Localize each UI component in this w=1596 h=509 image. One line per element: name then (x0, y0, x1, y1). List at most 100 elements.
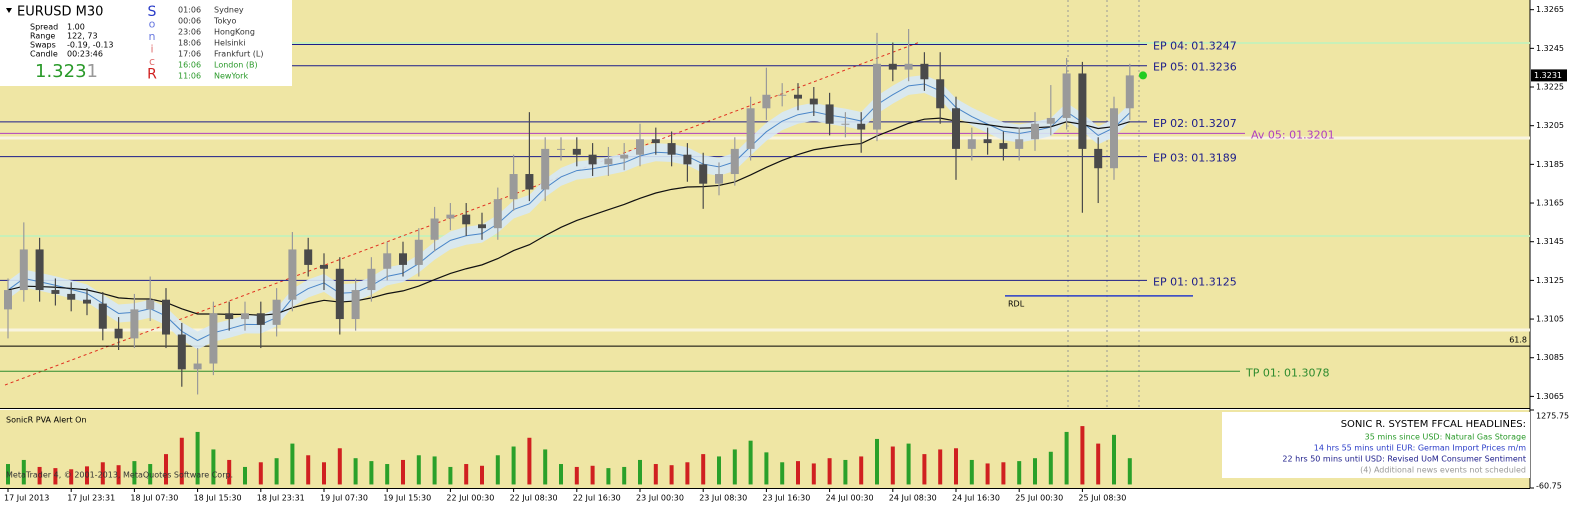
candle-body (794, 94, 802, 99)
last-price-dot (1139, 71, 1147, 80)
session-city: Tokyo (213, 17, 237, 26)
candle-body (1110, 108, 1118, 169)
volume-bar (432, 456, 437, 485)
volume-bar (53, 468, 58, 485)
price-axis (1530, 0, 1596, 509)
collapse-icon[interactable] (6, 8, 12, 13)
candle-body (1046, 117, 1055, 124)
candle-body (462, 214, 471, 225)
candle-body (35, 249, 44, 291)
x-tick-label: 22 Jul 16:30 (573, 494, 621, 503)
candle-body (920, 63, 929, 80)
volume-bar (701, 454, 706, 485)
candle-body (478, 224, 486, 229)
candle-body (651, 139, 660, 144)
volume-bar (890, 446, 895, 485)
volume-bar (954, 448, 958, 485)
y-tick-label: 1.3205 (1536, 121, 1564, 130)
volume-bar (416, 455, 421, 485)
volume-bar (1048, 451, 1053, 485)
candle-body (351, 290, 360, 320)
session-city: NewYork (214, 72, 248, 81)
level-label: EP 04: 01.3247 (1153, 39, 1237, 52)
candle-body (209, 313, 218, 364)
candle-body (825, 104, 834, 124)
volume-bar (511, 446, 516, 485)
volume-bar (148, 464, 153, 485)
volume-bar (274, 458, 279, 485)
level-label: Av 05: 01.3201 (1251, 128, 1335, 141)
volume-bar (195, 431, 200, 485)
ind-title: SonicR PVA Alert On (6, 416, 87, 425)
candle-body (193, 363, 202, 370)
volume-bar (1096, 443, 1101, 485)
level-label: EP 05: 01.3236 (1153, 61, 1237, 74)
candle-body (146, 299, 155, 310)
volume-bar (764, 452, 769, 485)
candle-body (1125, 75, 1134, 109)
x-tick-label: 24 Jul 00:30 (826, 494, 874, 503)
candle-body (367, 268, 376, 291)
volume-bar (353, 458, 358, 485)
level-label: EP 03: 01.3189 (1153, 152, 1237, 165)
headline: 22 hrs 50 mins until USD: Revised UoM Co… (1282, 455, 1526, 464)
volume-bar (21, 459, 26, 485)
volume-bar (590, 465, 595, 485)
x-tick-label: 25 Jul 08:30 (1078, 494, 1126, 503)
candle-body (383, 253, 392, 269)
candle-body (572, 148, 581, 155)
volume-bar (1017, 461, 1022, 485)
candle-body (256, 313, 265, 325)
level-label: 61.8 (1509, 336, 1527, 345)
y-tick-label: 1.3185 (1536, 160, 1564, 169)
volume-bar (1112, 434, 1116, 485)
volume-bar (922, 454, 927, 485)
volume-bar (322, 462, 326, 485)
candle-body (525, 174, 534, 190)
candle-body (952, 108, 960, 149)
session-time: 16:06 (178, 61, 201, 70)
volume-bar (6, 464, 10, 485)
candle-body (904, 63, 913, 70)
candle-body (162, 299, 170, 335)
session-time: 11:06 (178, 72, 201, 81)
x-tick-label: 24 Jul 16:30 (952, 494, 1000, 503)
volume-bar (369, 461, 374, 485)
x-tick-label: 24 Jul 08:30 (889, 494, 937, 503)
candle-body (19, 249, 28, 291)
y-tick-label: 1.3085 (1536, 353, 1564, 362)
volume-bar (559, 464, 563, 485)
volume-bar (243, 466, 247, 485)
volume-bar (653, 464, 658, 485)
volume-bar (1033, 458, 1037, 485)
info-key: Range (30, 32, 55, 41)
headline: 14 hrs 55 mins until EUR: German Import … (1314, 444, 1526, 453)
session-city: Frankfurt (L) (214, 50, 263, 59)
info-key: Swaps (30, 41, 56, 50)
candle-body (399, 253, 407, 265)
candle-body (967, 139, 976, 149)
volume-bar (464, 464, 469, 485)
ema-band (8, 74, 1130, 350)
x-tick-label: 18 Jul 23:31 (257, 494, 305, 503)
volume-bar (906, 443, 911, 485)
x-tick-label: 22 Jul 08:30 (510, 494, 558, 503)
volume-bar (1001, 462, 1006, 485)
price-last: 1 (87, 61, 98, 82)
symbol-title: EURUSD M30 (17, 5, 103, 20)
y-tick-label: 1.3145 (1536, 237, 1564, 246)
last-price-label: 1.3231 (1534, 71, 1562, 80)
candle-body (98, 303, 107, 329)
y-tick-label: 1.3165 (1536, 199, 1564, 208)
candle-body (130, 309, 139, 339)
candle-body (683, 154, 692, 165)
candle-body (430, 218, 439, 240)
session-city: Sydney (214, 6, 244, 15)
x-tick-label: 17 Jul 23:31 (67, 494, 115, 503)
session-city: Helsinki (214, 39, 245, 48)
candle-body (857, 123, 866, 130)
candle-body (1062, 73, 1071, 118)
indicator: 1275.75 -60.75 SonicR PVA Alert On MetaTrad… (6, 409, 1569, 491)
last-price-box (1531, 69, 1567, 82)
